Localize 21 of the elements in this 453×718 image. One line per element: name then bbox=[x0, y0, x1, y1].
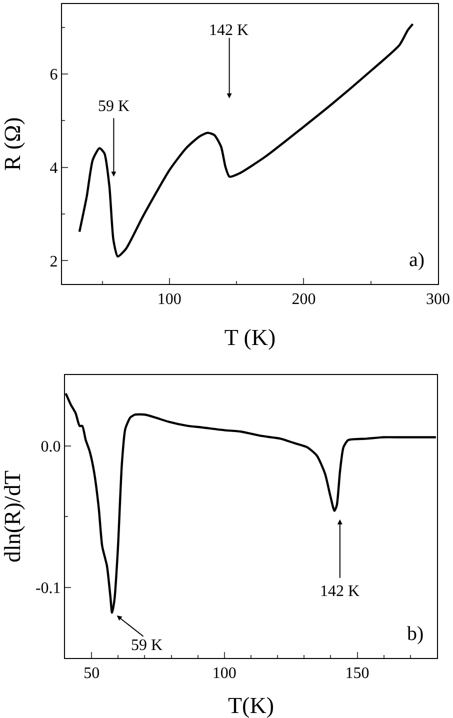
y-tick-label: 2 bbox=[50, 253, 58, 270]
annotation: b) bbox=[407, 623, 424, 645]
y-tick-label: 4 bbox=[50, 160, 58, 177]
annotation: 142 K bbox=[320, 583, 360, 600]
y-axis-title: R (Ω) bbox=[0, 117, 25, 171]
annotation: 59 K bbox=[131, 637, 163, 654]
x-tick-label: 150 bbox=[345, 665, 370, 682]
y-tick-label: -0.1 bbox=[35, 580, 61, 597]
x-axis-title: T(K) bbox=[228, 693, 274, 718]
y-tick-label: 6 bbox=[50, 66, 58, 84]
x-tick-label: 200 bbox=[292, 291, 316, 308]
annotation: a) bbox=[409, 249, 425, 271]
x-tick-label: 50 bbox=[84, 665, 100, 682]
x-tick-label: 100 bbox=[157, 291, 182, 308]
x-tick-label: 100 bbox=[212, 665, 236, 682]
annotation: 59 K bbox=[98, 98, 130, 115]
x-axis-title: T (K) bbox=[224, 325, 276, 350]
y-tick-label: 0.0 bbox=[40, 438, 61, 456]
x-tick-label: 300 bbox=[426, 291, 450, 308]
annotation: 142 K bbox=[209, 22, 249, 39]
y-axis-title: dln(R)/dT bbox=[0, 470, 25, 562]
